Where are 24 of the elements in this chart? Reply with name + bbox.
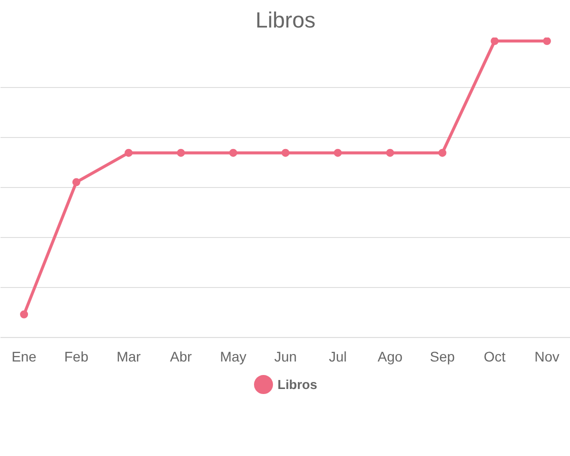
point [124,148,133,157]
x-tick-label: Jul [328,348,347,364]
point [386,148,394,157]
x-tick-label: Ago [378,348,403,364]
point [20,310,28,318]
x-tick-label: Jun [274,348,297,364]
point [282,148,290,157]
point [176,148,185,157]
x-tick-label: May [220,348,246,364]
point [334,148,342,157]
point [542,38,551,46]
point [229,148,238,157]
x-tick-label: Oct [484,348,506,364]
point [490,38,499,46]
point [438,148,446,157]
x-tick-label: Nov [534,348,560,364]
legend-label: Libros [278,377,318,392]
point [72,178,80,186]
x-tick-label: Sep [430,348,456,364]
x-tick-label: Feb [64,348,89,364]
x-tick-label: Abr [170,348,192,364]
x-tick-label: Ene [12,348,37,364]
chart-title: Libros [256,8,316,32]
x-tick-label: Mar [116,348,142,364]
